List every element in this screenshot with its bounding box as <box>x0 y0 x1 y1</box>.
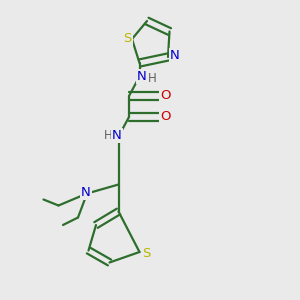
Text: O: O <box>160 110 171 124</box>
Text: N: N <box>170 49 179 62</box>
Text: H: H <box>104 129 113 142</box>
Text: N: N <box>137 70 147 83</box>
Text: S: S <box>123 32 132 46</box>
Text: N: N <box>81 185 91 199</box>
Text: N: N <box>112 129 122 142</box>
Text: H: H <box>148 71 157 85</box>
Text: O: O <box>160 89 171 103</box>
Text: S: S <box>142 247 150 260</box>
